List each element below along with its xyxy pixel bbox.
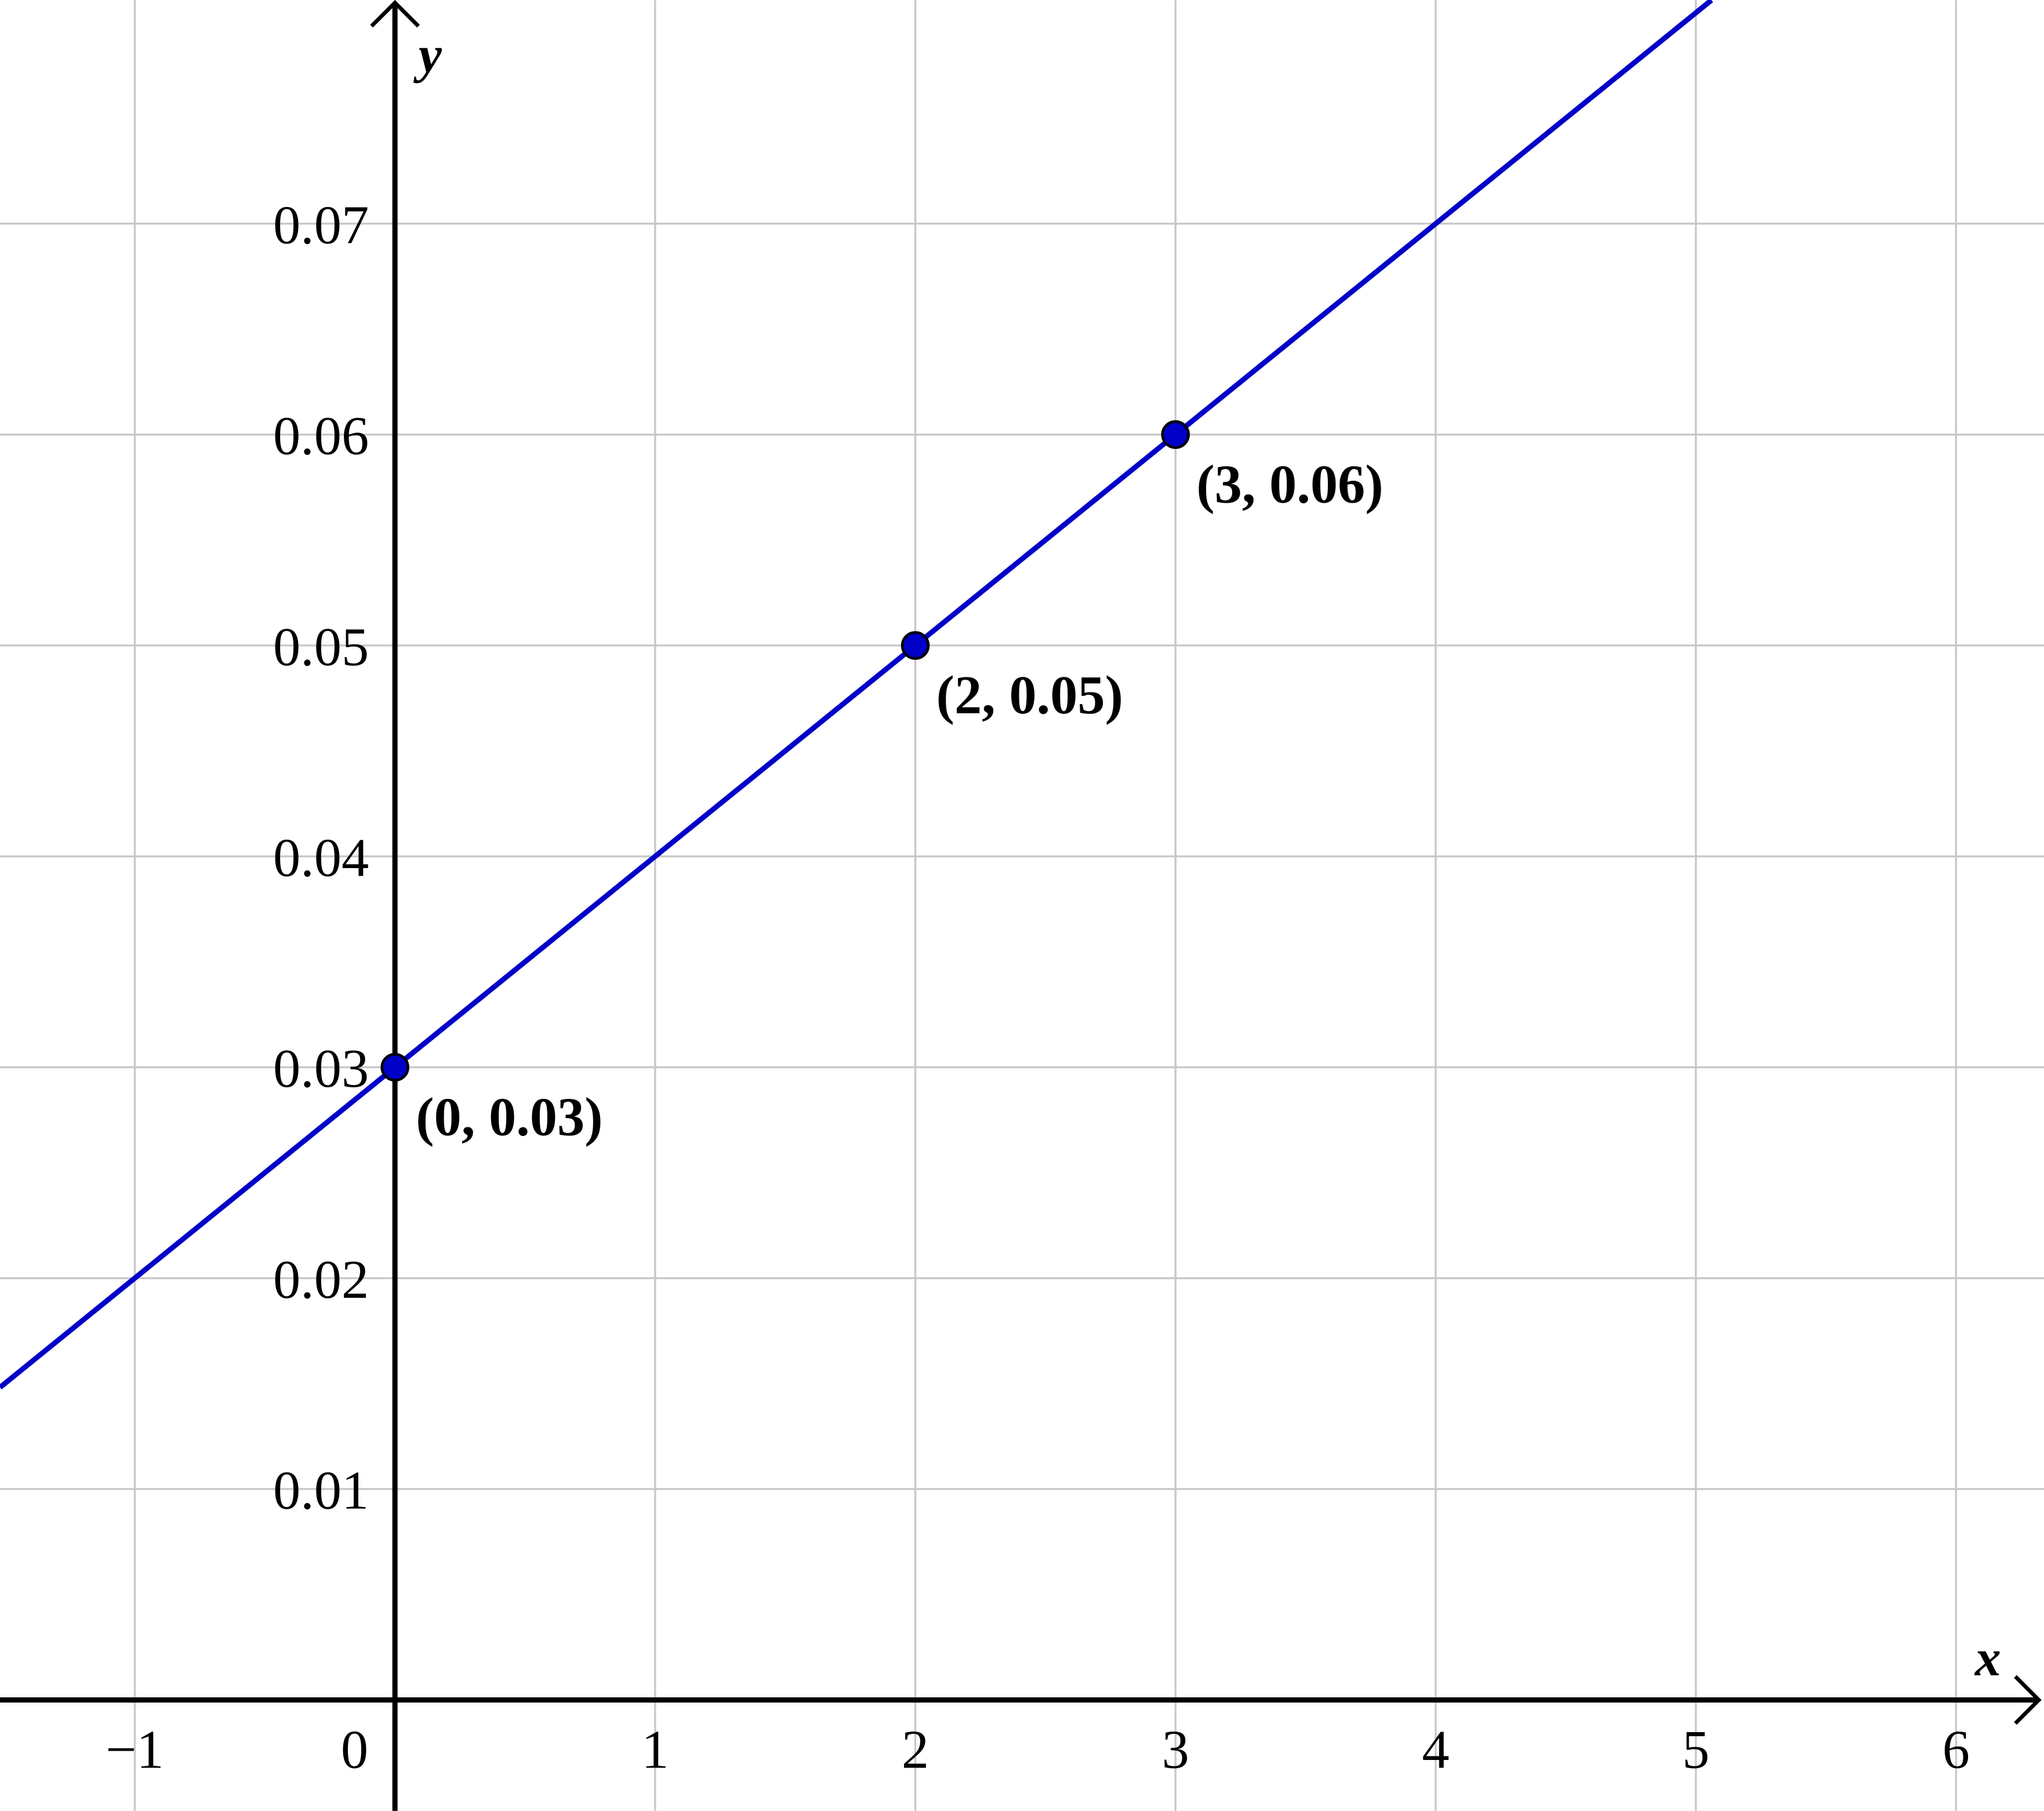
x-tick-label: 3 — [1162, 1719, 1189, 1780]
x-tick-label: 5 — [1682, 1719, 1709, 1780]
y-tick-label: 0.07 — [273, 195, 369, 255]
x-tick-label: 2 — [902, 1719, 929, 1780]
y-tick-label: 0.04 — [273, 828, 369, 888]
x-axis-label: x — [1974, 1629, 2001, 1687]
x-tick-label: 4 — [1422, 1719, 1449, 1780]
y-tick-label: 0.06 — [273, 406, 369, 466]
x-tick-label: 6 — [1943, 1719, 1970, 1780]
point-label: (3, 0.06) — [1196, 454, 1384, 514]
point — [380, 1053, 409, 1082]
y-tick-label: 0.01 — [273, 1461, 369, 1521]
y-tick-label: 0.02 — [273, 1250, 369, 1310]
point-label: (0, 0.03) — [416, 1087, 602, 1147]
y-tick-label: 0.03 — [273, 1039, 369, 1099]
x-axis-arrow — [2014, 1675, 2042, 1725]
plot: (0, 0.03) (2, 0.05) (3, 0.06) — [0, 0, 1713, 1390]
point — [1161, 420, 1190, 449]
point — [901, 631, 930, 660]
y-axis-label: y — [413, 26, 442, 84]
y-axis-arrow — [370, 0, 420, 28]
line-series — [0, 0, 1713, 1390]
x-tick-label: 0 — [341, 1719, 368, 1780]
x-tick-label: −1 — [106, 1719, 164, 1780]
point-label: (2, 0.05) — [936, 665, 1124, 725]
x-tick-label: 1 — [641, 1719, 669, 1780]
y-tick-label: 0.05 — [273, 617, 369, 677]
